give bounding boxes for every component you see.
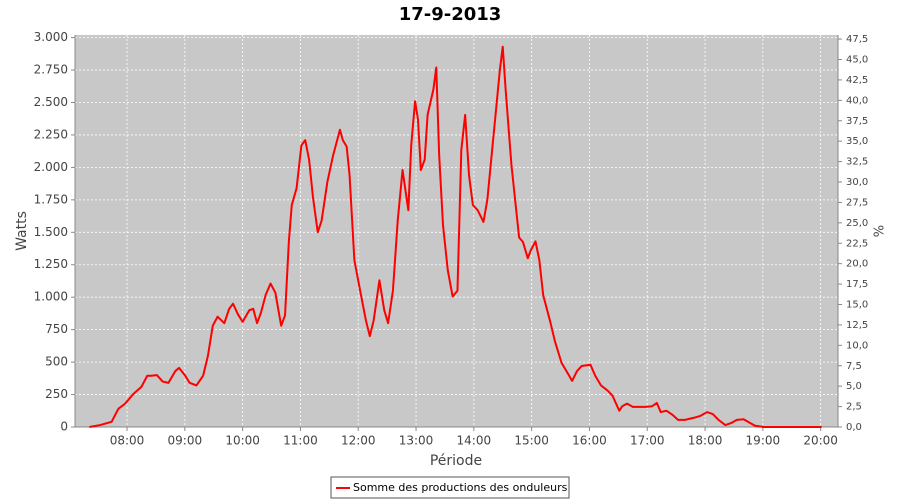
x-tick-label: 18:00 [688,434,723,448]
y2-tick-label: 47,5 [846,34,868,45]
y2-tick-label: 35,0 [846,136,868,147]
chart-title: 17-9-2013 [399,4,502,25]
x-tick-label: 08:00 [110,434,145,448]
x-tick-label: 11:00 [283,434,318,448]
y2-axis-label: % [873,225,888,237]
y2-tick-label: 2,5 [846,402,862,413]
y2-tick-label: 27,5 [846,197,868,208]
y-tick-label: 0 [60,420,68,434]
y-axis-label: Watts [14,211,30,251]
y2-tick-label: 17,5 [846,279,868,290]
y-tick-label: 1.250 [34,257,68,271]
legend [330,476,570,499]
legend-label: Somme des productions des onduleurs [353,481,568,494]
plot-area [75,35,838,427]
y-tick-label: 750 [45,322,68,336]
y-tick-label: 500 [45,355,68,369]
y-tick-label: 3.000 [34,30,68,44]
y-tick-label: 2.500 [34,95,68,109]
series-line [89,45,822,428]
x-tick-label: 19:00 [746,434,781,448]
x-tick-label: 16:00 [572,434,607,448]
x-tick-label: 12:00 [341,434,376,448]
y-tick-label: 1.750 [34,192,68,206]
x-tick-label: 15:00 [514,434,549,448]
y-tick-label: 2.250 [34,127,68,141]
x-tick-label: 09:00 [168,434,203,448]
x-axis-label: Période [430,453,482,469]
y-tick-label: 1.500 [34,225,68,239]
y2-tick-label: 42,5 [846,75,868,86]
y-tick-label: 2.750 [34,63,68,77]
y2-tick-label: 20,0 [846,259,868,270]
y2-tick-label: 32,5 [846,157,868,168]
y-tick-label: 2.000 [34,160,68,174]
y2-tick-label: 40,0 [846,95,868,106]
x-tick-label: 20:00 [803,434,838,448]
y2-tick-label: 15,0 [846,300,868,311]
y2-tick-label: 10,0 [846,340,868,351]
y2-tick-label: 5,0 [846,381,862,392]
y2-tick-label: 12,5 [846,320,868,331]
y2-tick-label: 37,5 [846,116,868,127]
y2-tick-label: 22,5 [846,238,868,249]
y-tick-label: 1.000 [34,290,68,304]
x-tick-label: 13:00 [399,434,434,448]
y2-tick-label: 0,0 [846,422,862,433]
x-tick-label: 10:00 [225,434,260,448]
y2-tick-label: 25,0 [846,218,868,229]
x-tick-label: 17:00 [630,434,665,448]
y2-tick-label: 30,0 [846,177,868,188]
x-tick-label: 14:00 [457,434,492,448]
y-tick-label: 250 [45,387,68,401]
y2-tick-label: 7,5 [846,361,862,372]
y2-tick-label: 45,0 [846,55,868,66]
